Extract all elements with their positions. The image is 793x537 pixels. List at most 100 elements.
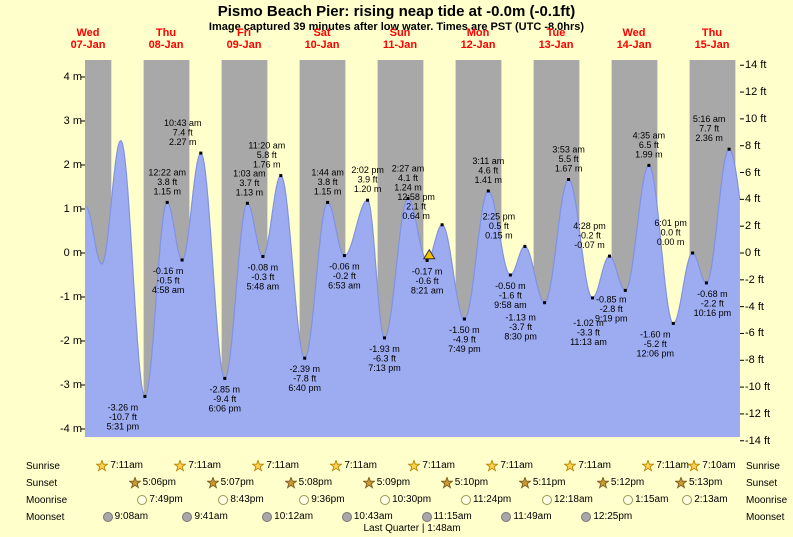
- astro-time: 7:11am: [188, 460, 221, 471]
- tide-point-dot: [261, 255, 265, 258]
- tide-annotation: 4:35 am 6.5 ft 1.99 m: [633, 130, 666, 159]
- astro-time: 5:07pm: [220, 477, 254, 488]
- astro-time: 2:13am: [694, 494, 728, 505]
- astro-time: 12:25pm: [593, 511, 633, 522]
- axis-label-right: 2 ft: [745, 220, 761, 233]
- astro-entry: 11:49am: [501, 510, 552, 523]
- astro-entry: 9:08am: [102, 510, 149, 523]
- tide-annotation: -0.68 m -2.2 ft 10:16 pm: [694, 289, 732, 318]
- axis-label-right: 10 ft: [745, 112, 767, 125]
- tide-annotation: -0.16 m -0.5 ft 4:58 am: [152, 266, 185, 295]
- tide-point-dot: [406, 196, 410, 200]
- tide-point-dot: [383, 336, 386, 340]
- tide-annotation: 2:02 pm 3.9 ft 1.20 m: [351, 165, 384, 194]
- day-weekday: Wed: [76, 27, 100, 39]
- tide-annotation: -0.85 m -2.8 ft 9:19 pm: [595, 294, 628, 323]
- tide-annotation: 11:20 am 5.8 ft 1.76 m: [248, 141, 285, 170]
- astro-entry: 5:09pm: [362, 476, 411, 489]
- astro-time: 11:15am: [433, 511, 472, 522]
- astro-entry: 5:11pm: [518, 476, 566, 489]
- tide-annotation: -1.60 m -5.2 ft 12:06 pm: [637, 329, 675, 358]
- day-weekday: Tue: [546, 27, 566, 39]
- tide-point-dot: [425, 259, 429, 262]
- axis-label-right: -12 ft: [745, 407, 771, 420]
- astro-time: 7:11am: [578, 460, 611, 471]
- astro-row-label-right: Sunset: [746, 478, 778, 489]
- day-label: Wed 07-Jan: [53, 27, 123, 51]
- moonrise-icon: [137, 494, 148, 505]
- axis-label-right: -10 ft: [745, 381, 771, 394]
- astro-row-label-left: Moonrise: [26, 495, 68, 506]
- astro-row-label-right: Moonset: [746, 512, 785, 523]
- astro-row-label-left: Sunset: [26, 478, 58, 489]
- astro-time: 5:10pm: [454, 477, 489, 488]
- moonrise-icon: [461, 494, 472, 505]
- tide-point-dot: [279, 174, 283, 178]
- sunset-star-icon: [440, 476, 453, 489]
- day-date: 14-Jan: [616, 39, 652, 51]
- axis-label-left: 0 m: [63, 247, 82, 259]
- astro-time: 10:12am: [274, 511, 314, 522]
- astro-entry: 7:11am: [96, 459, 143, 472]
- tide-point-dot: [543, 301, 547, 305]
- astro-time: 12:18am: [553, 494, 593, 505]
- tide-annotation: 6:01 pm 0.0 ft 0.00 m: [654, 218, 687, 247]
- tide-annotation: -0.08 m -0.3 ft 5:48 am: [247, 263, 280, 292]
- day-label: Sat 10-Jan: [287, 27, 357, 51]
- sunrise-star-icon: [408, 459, 421, 472]
- axis-label-right: -6 ft: [745, 327, 764, 340]
- day-label: Thu 08-Jan: [131, 27, 201, 51]
- day-weekday: Wed: [622, 27, 646, 39]
- current-time-marker: [422, 248, 436, 260]
- moonset-icon: [501, 511, 512, 522]
- astro-time: 7:11am: [422, 460, 455, 471]
- tide-annotation: 4:28 pm -0.2 ft -0.07 m: [573, 221, 606, 250]
- tide-point-dot: [671, 321, 675, 325]
- axis-label-right: 12 ft: [745, 86, 767, 99]
- astro-entry: 7:11am: [486, 459, 533, 472]
- astro-time: 7:11am: [500, 460, 533, 471]
- astro-entry: 5:13pm: [674, 476, 723, 489]
- sunrise-star-icon: [330, 459, 343, 472]
- moonrise-icon: [682, 494, 693, 505]
- axis-label-left: -2 m: [60, 335, 82, 347]
- tide-annotation: 3:11 am 4.6 ft 1.41 m: [472, 156, 504, 185]
- moonset-icon: [262, 511, 273, 522]
- moonset-icon: [182, 511, 193, 522]
- tide-point-dot: [486, 189, 490, 193]
- axis-label-left: 2 m: [63, 159, 82, 171]
- tide-point-dot: [165, 200, 169, 204]
- astro-time: 5:11pm: [532, 477, 566, 488]
- axis-label-left: -3 m: [60, 379, 82, 391]
- astro-entry: 12:25pm: [581, 510, 632, 523]
- astro-entry: 7:49pm: [137, 493, 183, 506]
- day-date: 15-Jan: [694, 39, 730, 51]
- moonrise-icon: [623, 494, 634, 505]
- astro-time: 9:08am: [114, 511, 149, 522]
- astro-entry: 10:30pm: [380, 493, 431, 506]
- astro-time: 5:09pm: [376, 477, 411, 488]
- tide-point-dot: [180, 258, 184, 262]
- tide-point-dot: [303, 356, 307, 360]
- tide-annotation: 5:16 am 7.7 ft 2.36 m: [693, 114, 726, 143]
- tide-point-dot: [704, 281, 708, 285]
- axis-label-right: 6 ft: [745, 166, 761, 179]
- astro-row-label-right: Sunrise: [746, 461, 780, 472]
- sunrise-star-icon: [486, 459, 499, 472]
- day-date: 12-Jan: [460, 39, 496, 51]
- moon-phase-note: Last Quarter | 1:48am: [363, 523, 461, 534]
- tide-annotation: -2.85 m -9.4 ft 6:06 pm: [209, 384, 242, 413]
- astro-entry: 7:11am: [408, 459, 455, 472]
- sunrise-star-icon: [252, 459, 265, 472]
- sunset-star-icon: [596, 476, 609, 489]
- astro-row-label-left: Sunrise: [26, 461, 60, 472]
- tide-point-dot: [366, 198, 370, 202]
- tide-point-dot: [727, 147, 731, 151]
- astro-entry: 7:11am: [252, 459, 299, 472]
- astro-time: 5:13pm: [688, 477, 723, 488]
- tide-point-dot: [245, 201, 249, 205]
- day-weekday: Thu: [701, 27, 723, 39]
- tide-point-dot: [440, 223, 444, 227]
- sunrise-star-icon: [564, 459, 577, 472]
